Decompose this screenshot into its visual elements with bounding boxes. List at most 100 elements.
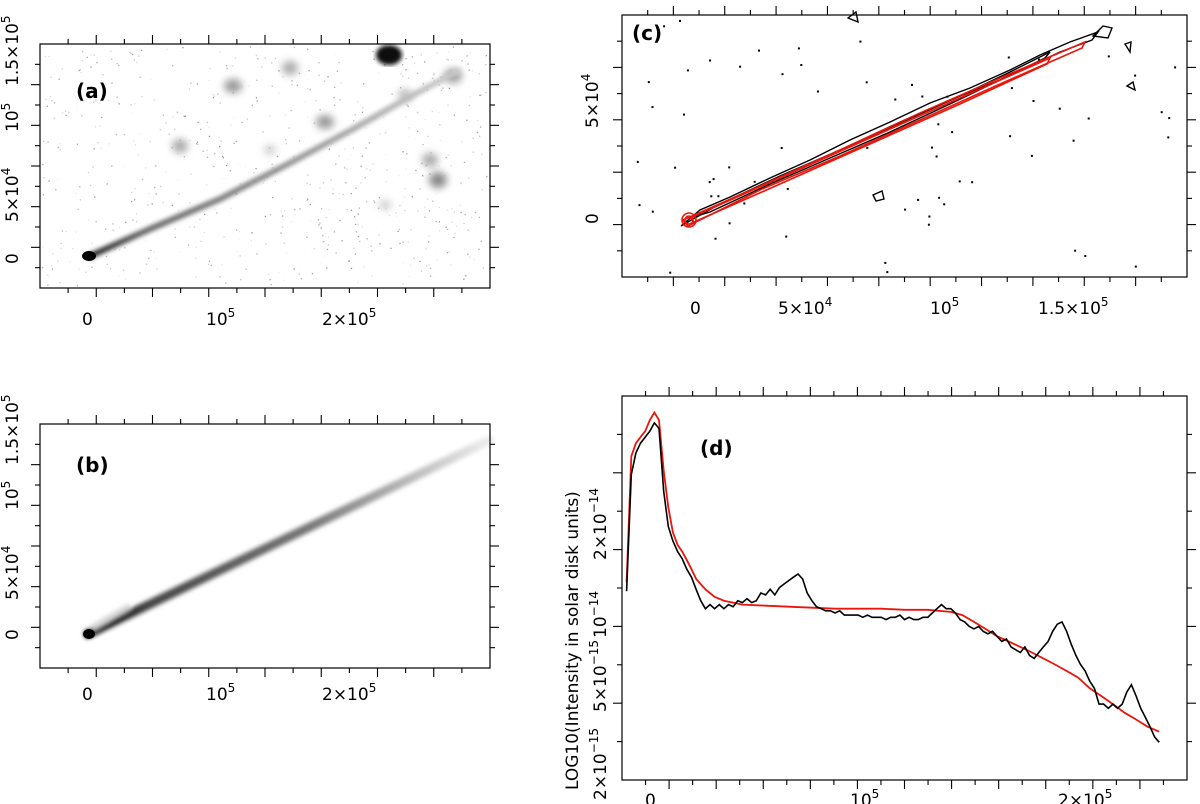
noise-dot bbox=[419, 260, 421, 262]
noise-dot bbox=[182, 47, 184, 49]
noise-dot bbox=[42, 140, 45, 142]
noise-dot bbox=[405, 58, 407, 60]
noise-dot bbox=[378, 110, 380, 112]
noise-dot bbox=[131, 112, 133, 114]
noise-dot bbox=[442, 87, 444, 89]
noise-dot bbox=[219, 276, 221, 278]
noise-dot bbox=[42, 164, 44, 166]
noise-dot bbox=[324, 80, 326, 82]
noise-dot bbox=[46, 281, 48, 283]
noise-dot bbox=[200, 128, 202, 130]
noise-dot bbox=[102, 74, 104, 76]
noise-dot bbox=[61, 230, 64, 232]
panel-c-red-contour-nucleus bbox=[681, 212, 697, 228]
contour-speck bbox=[663, 25, 666, 28]
noise-dot bbox=[64, 110, 67, 112]
noise-dot bbox=[288, 127, 290, 129]
noise-dot bbox=[322, 235, 324, 237]
noise-dot bbox=[94, 126, 97, 128]
noise-dot bbox=[485, 91, 487, 94]
noise-dot bbox=[284, 272, 286, 274]
panel-a-blob bbox=[429, 172, 447, 188]
noise-dot bbox=[290, 221, 292, 223]
noise-dot bbox=[435, 252, 438, 254]
noise-dot bbox=[415, 169, 417, 172]
noise-dot bbox=[333, 104, 336, 106]
noise-dot bbox=[118, 64, 120, 66]
noise-dot bbox=[357, 223, 359, 225]
panel-d-label: (d) bbox=[700, 436, 733, 460]
contour-speck bbox=[904, 208, 907, 211]
noise-dot bbox=[135, 221, 138, 223]
noise-dot bbox=[101, 116, 103, 119]
noise-dot bbox=[361, 226, 363, 228]
noise-dot bbox=[85, 271, 87, 273]
noise-dot bbox=[278, 70, 280, 72]
noise-dot bbox=[136, 62, 138, 64]
noise-dot bbox=[338, 192, 340, 194]
noise-dot bbox=[105, 255, 108, 258]
noise-dot bbox=[298, 140, 301, 142]
noise-dot bbox=[144, 239, 146, 242]
noise-dot bbox=[246, 118, 248, 120]
panel-b-nucleus bbox=[83, 629, 95, 639]
noise-dot bbox=[402, 241, 404, 243]
noise-dot bbox=[303, 136, 305, 138]
noise-dot bbox=[420, 270, 423, 272]
noise-dot bbox=[466, 119, 468, 121]
noise-dot bbox=[433, 276, 435, 278]
noise-dot bbox=[385, 180, 387, 183]
noise-dot bbox=[189, 139, 191, 142]
noise-dot bbox=[440, 89, 443, 92]
noise-dot bbox=[188, 244, 190, 246]
noise-dot bbox=[86, 56, 88, 58]
noise-dot bbox=[445, 156, 447, 159]
noise-dot bbox=[354, 216, 356, 218]
noise-dot bbox=[69, 261, 71, 263]
noise-dot bbox=[131, 200, 133, 203]
contour-speck bbox=[1174, 66, 1177, 69]
noise-dot bbox=[150, 249, 152, 252]
noise-dot bbox=[299, 264, 301, 267]
panel-c-ytick: 0 bbox=[583, 213, 603, 224]
noise-dot bbox=[411, 56, 413, 58]
noise-dot bbox=[264, 215, 266, 218]
noise-dot bbox=[237, 239, 240, 241]
noise-dot bbox=[482, 267, 484, 269]
noise-dot bbox=[430, 152, 432, 154]
noise-dot bbox=[355, 231, 357, 233]
noise-dot bbox=[463, 249, 465, 251]
contour-speck bbox=[638, 204, 641, 207]
noise-dot bbox=[149, 140, 151, 143]
noise-dot bbox=[188, 88, 190, 90]
contour-speck bbox=[1084, 255, 1087, 257]
noise-dot bbox=[174, 236, 176, 238]
noise-dot bbox=[271, 85, 273, 87]
noise-dot bbox=[219, 145, 221, 148]
noise-dot bbox=[350, 209, 352, 211]
noise-dot bbox=[469, 52, 471, 54]
noise-dot bbox=[467, 229, 469, 231]
noise-dot bbox=[60, 242, 62, 245]
noise-dot bbox=[436, 52, 438, 54]
noise-dot bbox=[276, 155, 279, 158]
noise-dot bbox=[134, 103, 136, 105]
noise-dot bbox=[241, 121, 243, 124]
noise-dot bbox=[479, 126, 482, 128]
noise-dot bbox=[451, 221, 453, 223]
noise-dot bbox=[425, 248, 427, 250]
noise-dot bbox=[281, 144, 283, 146]
panel-c-xtick: 0 bbox=[690, 299, 701, 319]
noise-dot bbox=[407, 241, 409, 243]
noise-dot bbox=[433, 72, 435, 74]
noise-dot bbox=[481, 189, 483, 191]
noise-dot bbox=[59, 143, 61, 145]
noise-dot bbox=[477, 119, 479, 122]
contour-speck bbox=[743, 202, 746, 205]
noise-dot bbox=[309, 88, 311, 91]
noise-dot bbox=[298, 72, 301, 74]
noise-dot bbox=[424, 118, 426, 121]
contour-speck bbox=[1167, 136, 1170, 139]
noise-dot bbox=[424, 216, 426, 218]
noise-dot bbox=[165, 122, 167, 124]
